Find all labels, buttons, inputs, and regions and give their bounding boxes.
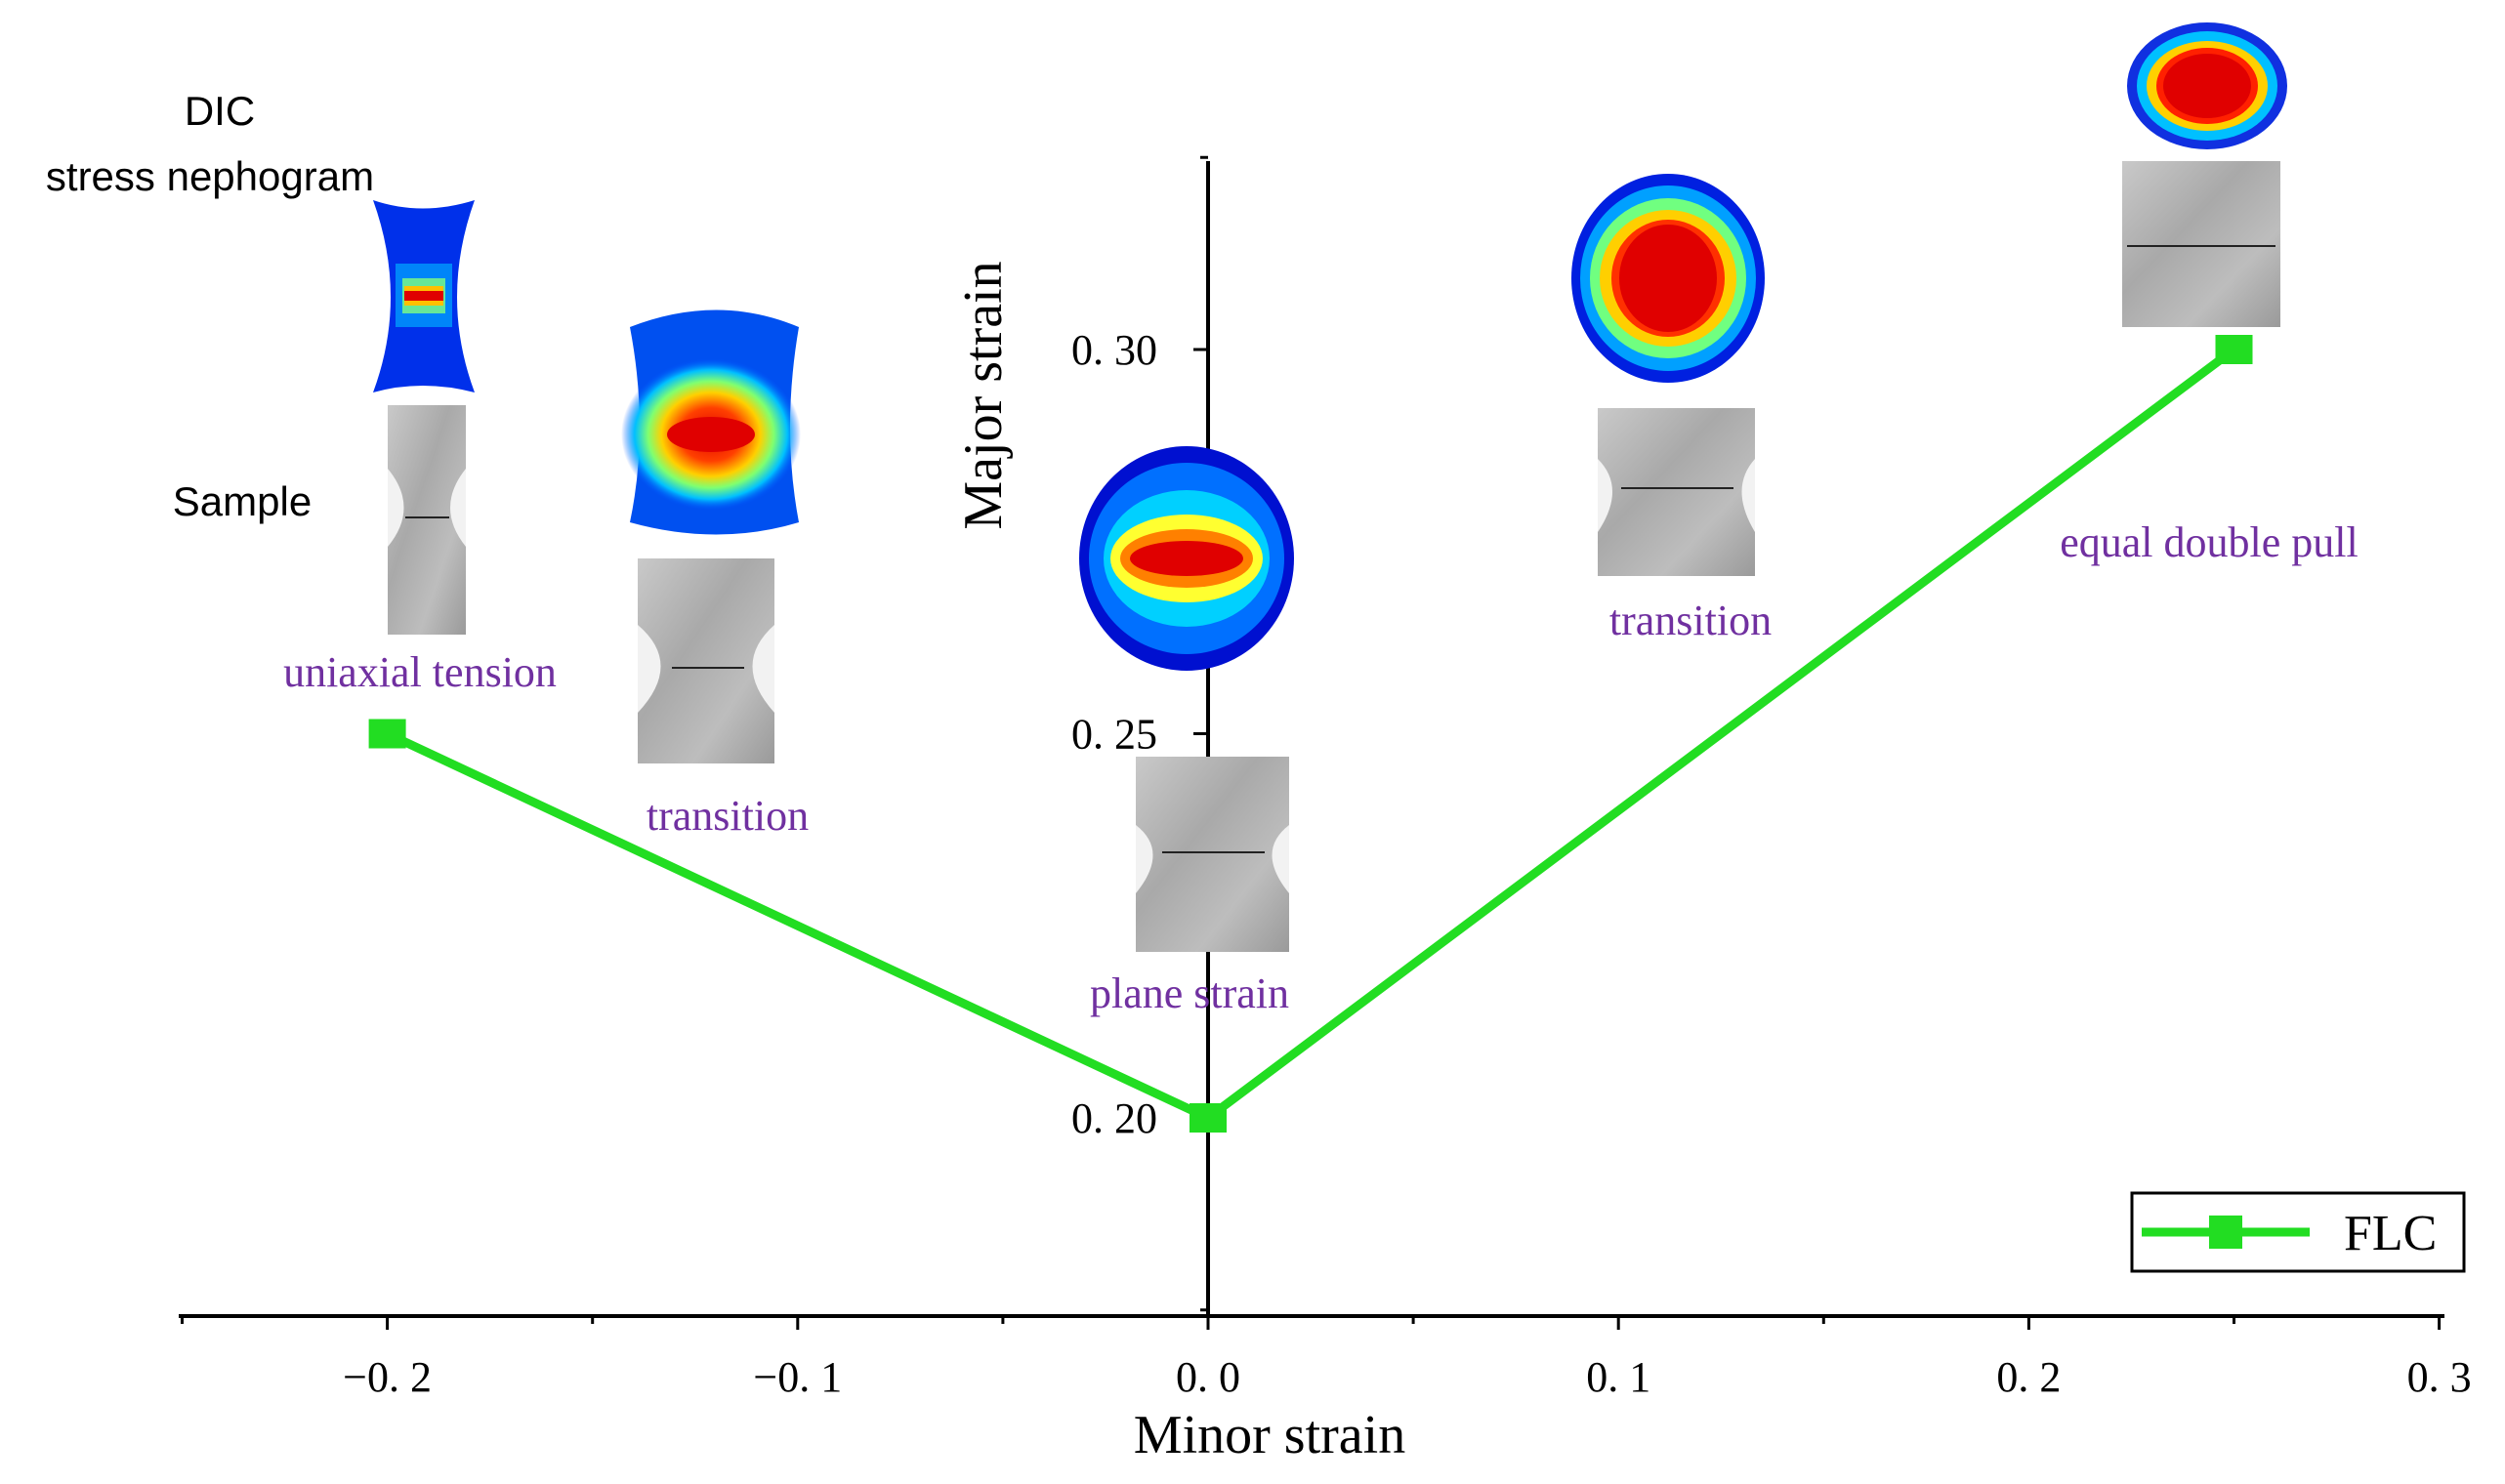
legend-marker — [2209, 1216, 2242, 1249]
legend: FLC — [2130, 1191, 2466, 1273]
annotation-uniaxial-tension: uniaxial tension — [283, 648, 557, 696]
legend-label: FLC — [2344, 1206, 2437, 1261]
x-tick-label: 0. 2 — [1996, 1353, 2061, 1401]
data-point-marker — [1190, 1103, 1227, 1133]
dic-nephogram-transition-right — [1571, 174, 1765, 383]
data-point-marker — [368, 719, 406, 749]
sample-photo-transition-left — [638, 558, 774, 763]
y-tick-label: 0. 30 — [1071, 326, 1157, 374]
dic-nephogram-transition-left — [621, 309, 801, 535]
y-axis-label: Major strain — [953, 261, 1014, 529]
x-axis-label: Minor strain — [1134, 1405, 1405, 1465]
annotation-transition-right: transition — [1609, 597, 1772, 644]
data-point-marker — [2215, 335, 2253, 364]
x-tick-label: 0. 0 — [1176, 1353, 1240, 1401]
y-tick-label: 0. 20 — [1071, 1094, 1157, 1142]
sample-photo-transition-right — [1598, 408, 1755, 576]
annotation-equal-double-pull: equal double pull — [2060, 518, 2359, 566]
dic-nephogram-equal-double-pull — [2127, 22, 2287, 149]
annotation-transition-left: transition — [647, 792, 809, 840]
dic-nephogram-uniaxial — [373, 200, 475, 392]
stress-nephogram-label: stress nephogram — [46, 153, 374, 199]
sample-label: Sample — [173, 478, 312, 524]
annotation-plane-strain: plane strain — [1090, 969, 1289, 1017]
x-tick-label: 0. 3 — [2407, 1353, 2472, 1401]
sample-photo-uniaxial — [388, 405, 466, 635]
x-tick-label: −0. 1 — [753, 1353, 842, 1401]
dic-nephogram-plane-strain — [1079, 446, 1294, 671]
dic-label: DIC — [185, 88, 255, 134]
x-tick-label: −0. 2 — [343, 1353, 432, 1401]
sample-photo-equal-double-pull — [2122, 161, 2280, 327]
x-tick-label: 0. 1 — [1586, 1353, 1650, 1401]
sample-photo-plane-strain — [1136, 757, 1289, 952]
y-tick-label: 0. 25 — [1071, 711, 1157, 759]
